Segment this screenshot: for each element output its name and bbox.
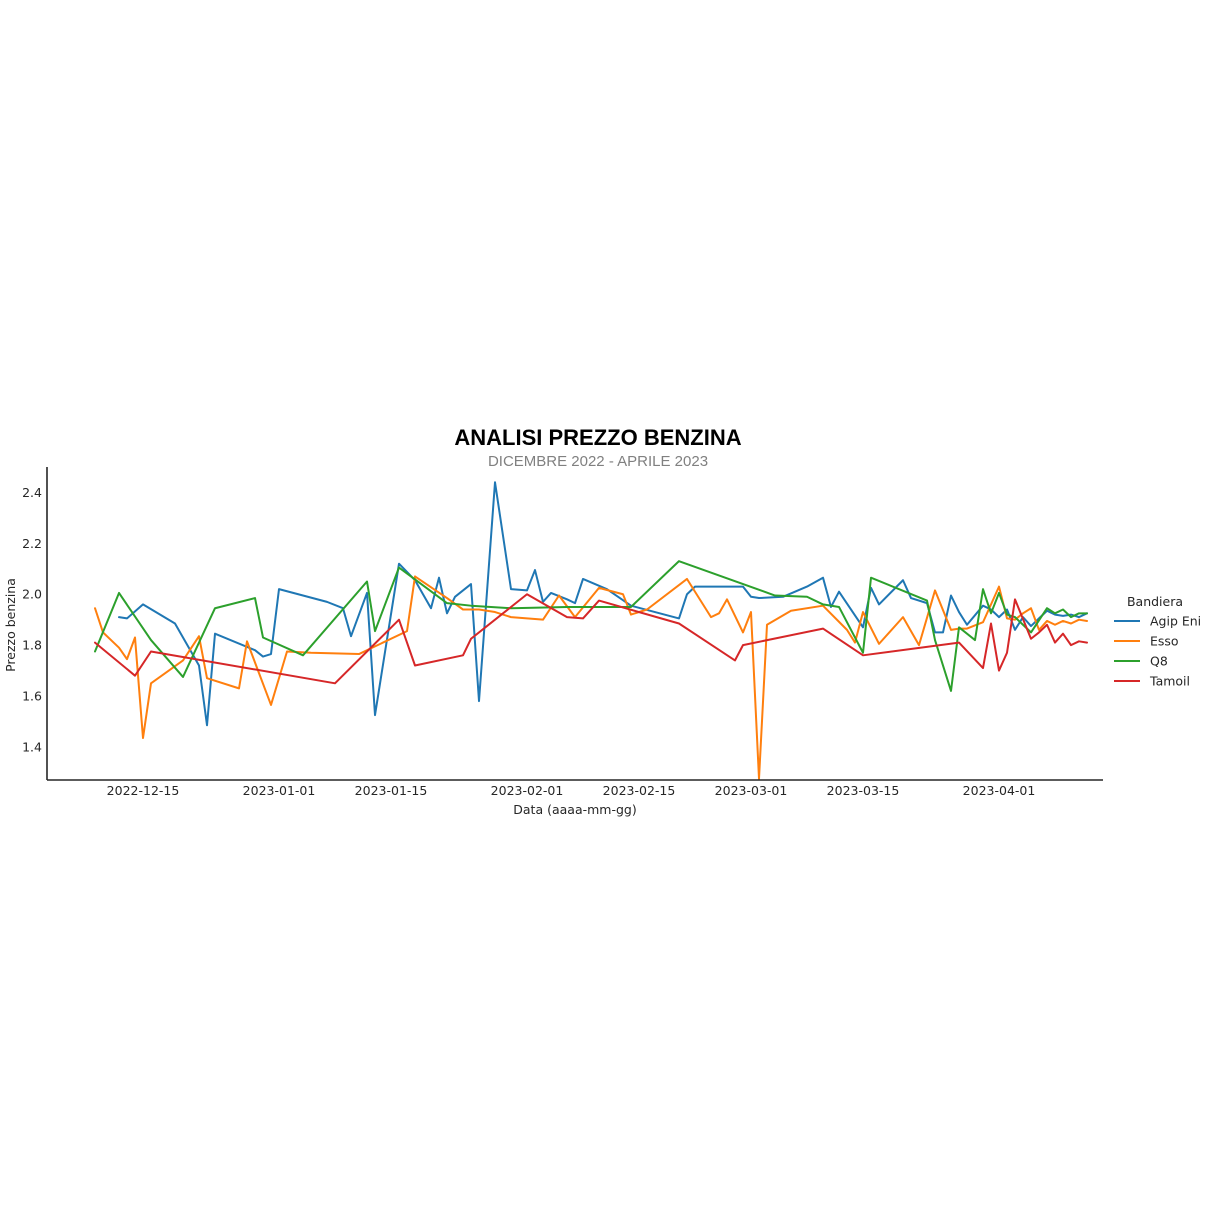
y-tick-label: 1.8 xyxy=(22,638,42,653)
series-layer xyxy=(94,481,1088,780)
x-tick-label: 2022-12-15 xyxy=(107,783,180,798)
series-line-agip-eni xyxy=(118,481,1088,727)
legend-label-esso: Esso xyxy=(1150,634,1179,649)
y-tick-label: 2.4 xyxy=(22,485,42,500)
series-line-tamoil xyxy=(94,593,1088,685)
chart-subtitle: DICEMBRE 2022 - APRILE 2023 xyxy=(488,453,708,470)
chart-title: ANALISI PREZZO BENZINA xyxy=(454,425,741,450)
y-tick-label: 1.4 xyxy=(22,739,42,754)
y-tick-label: 2.0 xyxy=(22,587,42,602)
legend-label-q8: Q8 xyxy=(1150,654,1168,669)
series-line-q8 xyxy=(94,560,1088,692)
legend-title: Bandiera xyxy=(1127,594,1183,609)
x-tick-label: 2023-02-01 xyxy=(491,783,564,798)
x-tick-label: 2023-01-01 xyxy=(243,783,316,798)
x-tick-labels: 2022-12-15 2023-01-01 2023-01-15 2023-02-01… xyxy=(107,783,1036,798)
x-tick-label: 2023-02-15 xyxy=(603,783,676,798)
legend-label-tamoil: Tamoil xyxy=(1149,674,1190,689)
x-tick-label: 2023-04-01 xyxy=(963,783,1036,798)
y-tick-label: 1.6 xyxy=(22,689,42,704)
legend-label-agip-eni: Agip Eni xyxy=(1150,614,1201,629)
x-axis-label: Data (aaaa-mm-gg) xyxy=(513,802,636,817)
y-tick-labels: 1.4 1.6 1.8 2.0 2.2 2.4 xyxy=(22,485,42,755)
x-tick-label: 2023-01-15 xyxy=(355,783,428,798)
y-tick-label: 2.2 xyxy=(22,536,42,551)
y-axis-label: Prezzo benzina xyxy=(3,578,18,672)
x-tick-label: 2023-03-01 xyxy=(715,783,788,798)
legend: Bandiera Agip Eni Esso Q8 Tamoil xyxy=(1114,594,1201,689)
x-tick-label: 2023-03-15 xyxy=(827,783,900,798)
